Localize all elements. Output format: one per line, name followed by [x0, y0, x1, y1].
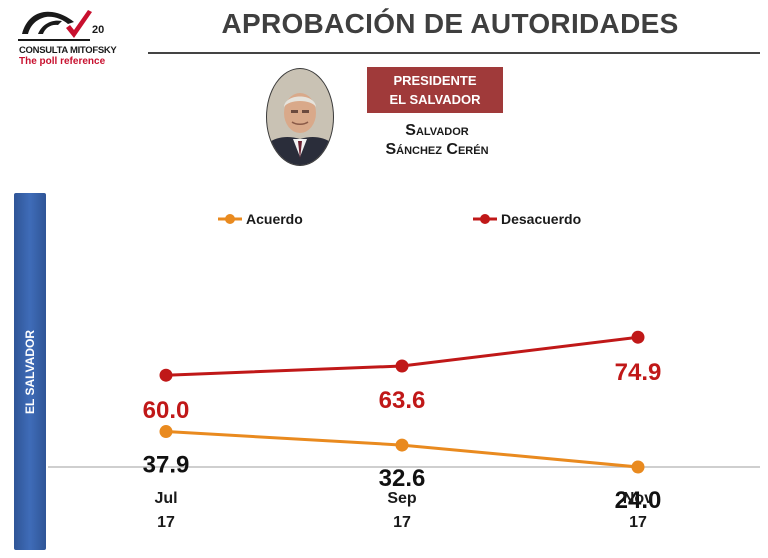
- role-line-2: EL SALVADOR: [389, 92, 481, 107]
- role-badge: PRESIDENTE EL SALVADOR: [367, 67, 503, 113]
- legend-label: Desacuerdo: [501, 211, 581, 227]
- x-tick-month: Nov: [623, 490, 653, 507]
- data-point-acuerdo: [395, 438, 409, 452]
- chart-legend: Acuerdo Desacuerdo: [218, 211, 581, 227]
- legend-item-acuerdo: Acuerdo: [218, 211, 303, 227]
- data-point-acuerdo: [631, 460, 645, 474]
- data-label-acuerdo: 37.9: [143, 452, 190, 479]
- person-name-line-1: Salvador: [405, 122, 469, 139]
- legend-label: Acuerdo: [246, 211, 303, 227]
- x-tick-year: 17: [393, 514, 411, 531]
- data-label-desacuerdo: 74.9: [615, 359, 662, 386]
- person-name: Salvador Sánchez Cerén: [372, 121, 502, 159]
- page-title: APROBACIÓN DE AUTORIDADES: [221, 8, 679, 39]
- title-divider: [148, 52, 760, 54]
- series-layer: 37.9 32.6 24.0 60.0 63.6 74.9: [143, 330, 662, 514]
- logo-tagline: The poll reference: [19, 56, 106, 67]
- logo-anniversary: 20: [92, 24, 105, 36]
- series-desacuerdo: 60.0 63.6 74.9: [143, 330, 662, 424]
- data-label-desacuerdo: 60.0: [143, 397, 190, 424]
- consulta-mitofsky-logo: 20 CONSULTA MITOFSKY The poll reference: [8, 4, 120, 70]
- person-name-line-2: Sánchez Cerén: [385, 141, 489, 158]
- role-line-1: PRESIDENTE: [393, 73, 477, 88]
- data-point-desacuerdo: [159, 368, 173, 382]
- data-point-acuerdo: [159, 425, 173, 439]
- x-tick-month: Sep: [387, 490, 417, 507]
- country-side-bar: EL SALVADOR: [14, 193, 46, 550]
- series-acuerdo: 37.9 32.6 24.0: [143, 425, 662, 514]
- logo-mark-icon: [18, 10, 92, 41]
- x-tick-labels: Jul 17 Sep 17 Nov 17: [154, 490, 653, 531]
- approval-line-chart: Acuerdo Desacuerdo 37.9 32.6 24.0 60.0 63.6 74…: [48, 211, 760, 531]
- x-tick-month: Jul: [154, 490, 177, 507]
- data-label-acuerdo: 24.0: [615, 487, 662, 514]
- x-tick-year: 17: [629, 514, 647, 531]
- x-tick-year: 17: [157, 514, 175, 531]
- logo-brand-text: CONSULTA MITOFSKY: [19, 45, 117, 56]
- data-point-desacuerdo: [631, 330, 645, 344]
- data-label-acuerdo: 32.6: [379, 465, 426, 492]
- legend-item-desacuerdo: Desacuerdo: [473, 211, 581, 227]
- data-label-desacuerdo: 63.6: [379, 387, 426, 414]
- data-point-desacuerdo: [395, 359, 409, 373]
- president-portrait: [265, 67, 335, 167]
- country-side-label: EL SALVADOR: [23, 329, 37, 414]
- legend-swatch-marker: [480, 214, 490, 224]
- legend-swatch-marker: [225, 214, 235, 224]
